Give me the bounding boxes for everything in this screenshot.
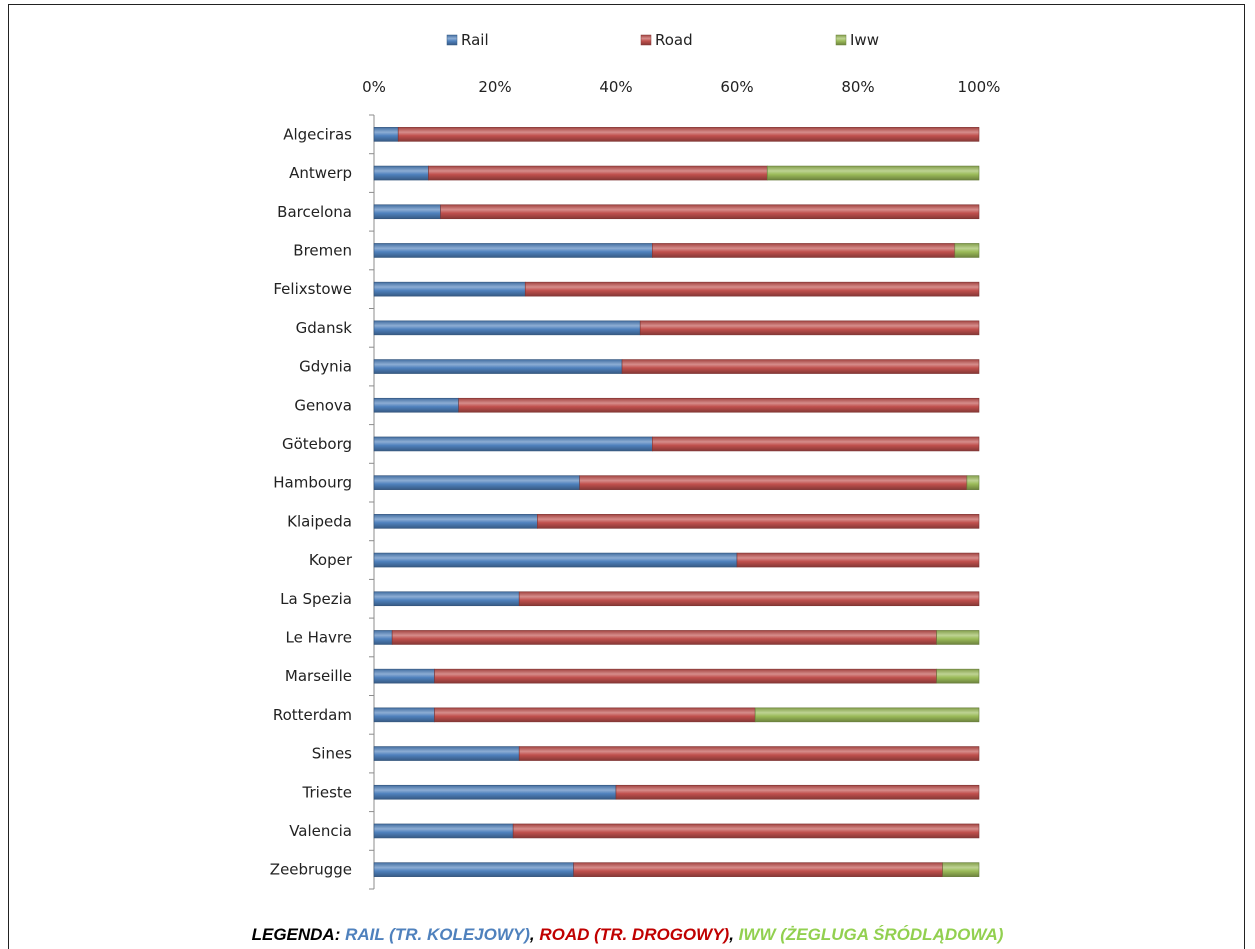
bar-segment-road [736,552,980,568]
bar-segment-road [428,165,768,181]
category-label: Algeciras [283,125,352,143]
bar-segment-rail [373,823,514,839]
legend-label-rail: Rail [461,31,489,49]
category-label: Klaipeda [287,512,352,530]
bar-segment-road [524,281,980,297]
legend-label-iww: Iww [850,31,879,49]
category-label: Genova [294,396,352,414]
figure-frame [8,4,1245,949]
category-label: Valencia [289,822,352,840]
footer-road: ROAD (TR. DROGOWY) [539,925,730,944]
bar-segment-road [573,862,944,877]
bar-segment-rail [373,397,459,413]
bar-segment-iww [936,668,980,684]
chart-legend: Rail Road Iww [446,31,879,49]
bar-segment-iww [754,707,980,723]
bar-segment-iww [966,475,980,490]
category-label: Zeebrugge [270,861,352,879]
bar-segment-road [397,127,980,142]
footer-rail: RAIL (TR. KOLEJOWY) [345,925,530,944]
y-axis: Algeciras Antwerp Barcelona Bremen Felixstow… [270,114,375,890]
category-label: Koper [309,551,353,569]
bar-segment-road [391,630,937,645]
bar-segment-iww [936,630,980,645]
bar-segment-rail [373,591,520,607]
legend-swatch-iww [835,34,847,46]
bar-segment-rail [373,514,538,529]
footer-separator: , [529,925,535,944]
legend-swatch-rail [446,34,458,46]
category-label: Sines [312,745,352,763]
category-label: La Spezia [280,590,352,608]
bar-segment-road [518,746,980,761]
x-tick-label: 80% [841,78,874,96]
x-tick-label: 60% [720,78,753,96]
footer-separator: , [729,925,734,944]
bar-segment-road [651,436,980,452]
footer-legend: LEGENDA: RAIL (TR. KOLEJOWY), ROAD (TR. … [0,925,1255,945]
category-label: Le Havre [285,628,352,646]
bar-segment-iww [942,862,980,877]
bar-segment-road [651,243,956,258]
bar-segment-road [621,359,980,374]
footer-iww: IWW (ŻEGLUGA ŚRÓDLĄDOWA) [738,925,1004,944]
x-tick-label: 100% [958,78,1001,96]
bar-segment-rail [373,746,520,761]
bar-segment-rail [373,281,526,297]
bar-segment-iww [954,243,980,258]
bar-segment-road [434,668,937,684]
legend-swatch-road [640,34,652,46]
category-label: Gdynia [299,358,352,376]
bar-segment-road [579,475,968,490]
bar-segment-rail [373,784,617,800]
bar-segment-rail [373,359,623,374]
category-label: Hambourg [273,474,352,492]
bar-segment-road [537,514,980,529]
bar-segment-road [440,204,980,220]
bar-segment-rail [373,630,393,645]
bar-segment-rail [373,127,399,142]
bar-segment-rail [373,862,574,877]
x-tick-label: 20% [478,78,511,96]
x-axis: 0% 20% 40% 60% 80% 100% [362,78,1000,96]
category-label: Marseille [285,667,352,685]
category-label: Felixstowe [273,280,352,298]
category-label: Rotterdam [273,706,352,724]
stacked-bar-chart: Rail Road Iww 0% 20% 40% 60% 80% 100% Algeciras… [270,31,1000,890]
bar-segment-road [615,784,980,800]
footer-prefix: LEGENDA: [251,925,341,944]
bar-segment-rail [373,320,641,336]
bar-segment-rail [373,243,653,258]
category-label: Antwerp [289,164,352,182]
bar-segment-rail [373,436,653,452]
bar-segment-rail [373,707,435,723]
legend-label-road: Road [655,31,693,49]
bars-group [373,127,980,877]
category-label: Barcelona [277,203,352,221]
category-label: Bremen [293,241,352,259]
bar-segment-rail [373,668,435,684]
category-label: Trieste [302,783,352,801]
category-label: Göteborg [282,435,352,453]
bar-segment-road [512,823,980,839]
bar-segment-road [518,591,980,607]
category-label: Gdansk [296,319,353,337]
bar-segment-rail [373,475,580,490]
bar-segment-road [639,320,980,336]
bar-segment-rail [373,552,738,568]
bar-segment-rail [373,204,441,220]
bar-segment-iww [766,165,980,181]
bar-segment-road [434,707,756,723]
x-tick-label: 0% [362,78,386,96]
bar-segment-rail [373,165,429,181]
x-tick-label: 40% [599,78,632,96]
bar-segment-road [458,397,980,413]
